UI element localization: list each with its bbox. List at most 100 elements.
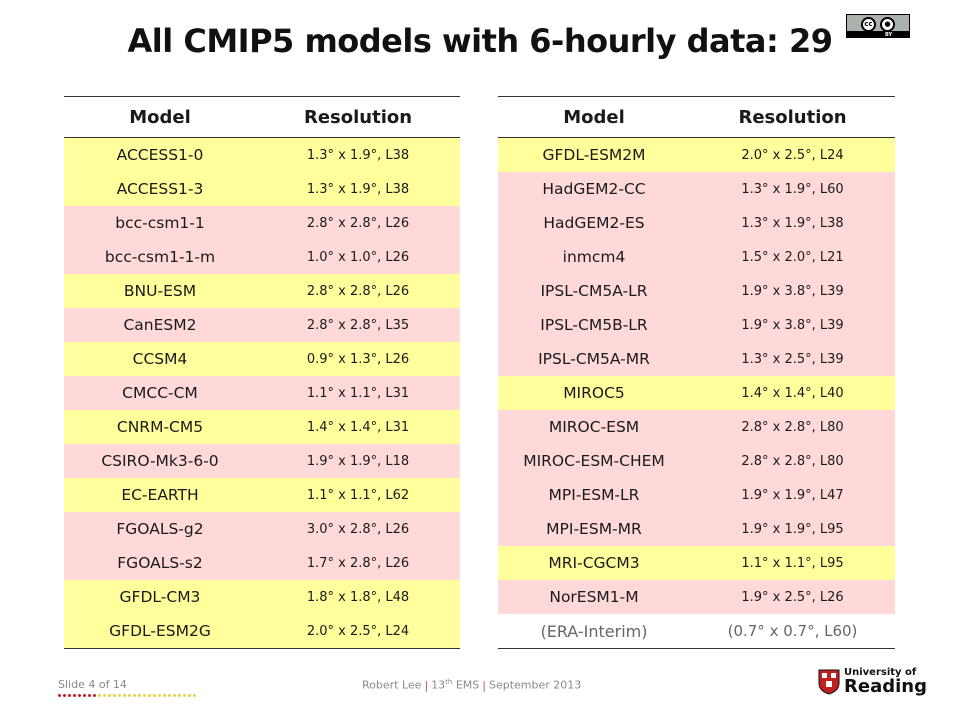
- cell-model: CSIRO-Mk3-6-0: [64, 444, 256, 478]
- table-row: ACCESS1-3 1.3° x 1.9°, L38: [64, 172, 460, 206]
- shield-icon: [818, 669, 840, 695]
- header-resolution: Resolution: [690, 96, 895, 138]
- cell-resolution: 2.8° x 2.8°, L26: [256, 206, 460, 240]
- progress-dot: [168, 694, 171, 697]
- cell-resolution: 1.5° x 2.0°, L21: [690, 240, 895, 274]
- table-header-row: Model Resolution: [498, 96, 895, 138]
- university-logo: University of Reading: [818, 668, 927, 696]
- progress-dot: [108, 694, 111, 697]
- cell-model: BNU-ESM: [64, 274, 256, 308]
- slide-number: Slide 4 of 14: [58, 678, 127, 691]
- progress-dot: [93, 694, 96, 697]
- cell-resolution: 1.3° x 1.9°, L60: [690, 172, 895, 206]
- logo-line-1: University of: [844, 667, 917, 678]
- progress-dot: [128, 694, 131, 697]
- progress-dot: [68, 694, 71, 697]
- table-row: MPI-ESM-LR 1.9° x 1.9°, L47: [498, 478, 895, 512]
- cell-resolution: 1.3° x 1.9°, L38: [256, 137, 460, 172]
- cell-resolution: 1.7° x 2.8°, L26: [256, 546, 460, 580]
- footer-event-number: 13: [431, 678, 446, 692]
- table-row: BNU-ESM 2.8° x 2.8°, L26: [64, 274, 460, 308]
- table-row: MIROC-ESM 2.8° x 2.8°, L80: [498, 410, 895, 444]
- table-row: HadGEM2-ES 1.3° x 1.9°, L38: [498, 206, 895, 240]
- table-row: NorESM1-M 1.9° x 2.5°, L26: [498, 580, 895, 614]
- progress-dot: [188, 694, 191, 697]
- cell-model: MRI-CGCM3: [498, 546, 690, 580]
- cell-resolution: 1.9° x 2.5°, L26: [690, 580, 895, 614]
- progress-dot: [103, 694, 106, 697]
- cell-resolution: (0.7° x 0.7°, L60): [690, 614, 895, 649]
- cell-resolution: 1.9° x 1.9°, L47: [690, 478, 895, 512]
- cell-resolution: 1.4° x 1.4°, L31: [256, 410, 460, 444]
- table-row: FGOALS-g2 3.0° x 2.8°, L26: [64, 512, 460, 546]
- cell-resolution: 1.8° x 1.8°, L48: [256, 580, 460, 614]
- table-row: CCSM4 0.9° x 1.3°, L26: [64, 342, 460, 376]
- footer-separator: |: [424, 678, 429, 692]
- table-row: EC-EARTH 1.1° x 1.1°, L62: [64, 478, 460, 512]
- header-model: Model: [64, 96, 256, 138]
- cell-resolution: 2.8° x 2.8°, L80: [690, 444, 895, 478]
- table-body: GFDL-ESM2M 2.0° x 2.5°, L24 HadGEM2-CC 1.3°…: [498, 137, 895, 649]
- table-row: CNRM-CM5 1.4° x 1.4°, L31: [64, 410, 460, 444]
- cell-model: (ERA-Interim): [498, 614, 690, 649]
- cell-resolution: 0.9° x 1.3°, L26: [256, 342, 460, 376]
- table-row: ACCESS1-0 1.3° x 1.9°, L38: [64, 137, 460, 172]
- cell-model: HadGEM2-CC: [498, 172, 690, 206]
- table-row: GFDL-ESM2G 2.0° x 2.5°, L24: [64, 614, 460, 649]
- cc-by-license-badge[interactable]: cc ● BY: [846, 14, 910, 38]
- progress-dot: [118, 694, 121, 697]
- cell-resolution: 1.3° x 1.9°, L38: [690, 206, 895, 240]
- progress-dot: [78, 694, 81, 697]
- progress-dot: [88, 694, 91, 697]
- progress-dot: [173, 694, 176, 697]
- cell-resolution: 3.0° x 2.8°, L26: [256, 512, 460, 546]
- progress-dot: [133, 694, 136, 697]
- cell-model: CMCC-CM: [64, 376, 256, 410]
- footer-event-name: EMS: [452, 678, 480, 692]
- cell-resolution: 2.8° x 2.8°, L35: [256, 308, 460, 342]
- header-resolution: Resolution: [256, 96, 460, 138]
- table-row: MRI-CGCM3 1.1° x 1.1°, L95: [498, 546, 895, 580]
- cell-model: ACCESS1-0: [64, 137, 256, 172]
- progress-dot: [58, 694, 61, 697]
- cell-model: ACCESS1-3: [64, 172, 256, 206]
- table-row: MPI-ESM-MR 1.9° x 1.9°, L95: [498, 512, 895, 546]
- cell-resolution: 1.9° x 1.9°, L95: [690, 512, 895, 546]
- table-row: MIROC-ESM-CHEM 2.8° x 2.8°, L80: [498, 444, 895, 478]
- header-model: Model: [498, 96, 690, 138]
- badge-strip: [847, 31, 909, 37]
- cell-model: HadGEM2-ES: [498, 206, 690, 240]
- table-row: bcc-csm1-1-m 1.0° x 1.0°, L26: [64, 240, 460, 274]
- cell-resolution: 2.8° x 2.8°, L80: [690, 410, 895, 444]
- progress-dot: [193, 694, 196, 697]
- table-row: CMCC-CM 1.1° x 1.1°, L31: [64, 376, 460, 410]
- cell-model: bcc-csm1-1-m: [64, 240, 256, 274]
- cell-resolution: 1.1° x 1.1°, L62: [256, 478, 460, 512]
- cell-model: GFDL-CM3: [64, 580, 256, 614]
- progress-dot: [148, 694, 151, 697]
- table-row: IPSL-CM5A-LR 1.9° x 3.8°, L39: [498, 274, 895, 308]
- cell-resolution: 1.9° x 3.8°, L39: [690, 308, 895, 342]
- footer-credits: Robert Lee | 13th EMS | September 2013: [362, 678, 581, 692]
- cell-resolution: 1.0° x 1.0°, L26: [256, 240, 460, 274]
- progress-dot: [143, 694, 146, 697]
- cell-resolution: 1.9° x 1.9°, L18: [256, 444, 460, 478]
- cell-model: NorESM1-M: [498, 580, 690, 614]
- slide-title: All CMIP5 models with 6-hourly data: 29: [127, 22, 833, 60]
- footer-author: Robert Lee: [362, 678, 422, 692]
- attribution-person-icon: ●: [880, 16, 895, 32]
- table-row: (ERA-Interim) (0.7° x 0.7°, L60): [498, 614, 895, 649]
- cell-model: CNRM-CM5: [64, 410, 256, 444]
- cell-resolution: 2.0° x 2.5°, L24: [690, 137, 895, 172]
- progress-dot: [183, 694, 186, 697]
- cell-model: MIROC-ESM-CHEM: [498, 444, 690, 478]
- table-header-row: Model Resolution: [64, 96, 460, 138]
- progress-dot: [73, 694, 76, 697]
- cell-model: inmcm4: [498, 240, 690, 274]
- cell-model: IPSL-CM5B-LR: [498, 308, 690, 342]
- table-row: GFDL-ESM2M 2.0° x 2.5°, L24: [498, 137, 895, 172]
- cell-resolution: 1.1° x 1.1°, L95: [690, 546, 895, 580]
- slide-progress-dots: [58, 694, 196, 697]
- footer-event-ordinal: th: [445, 678, 453, 686]
- progress-dot: [123, 694, 126, 697]
